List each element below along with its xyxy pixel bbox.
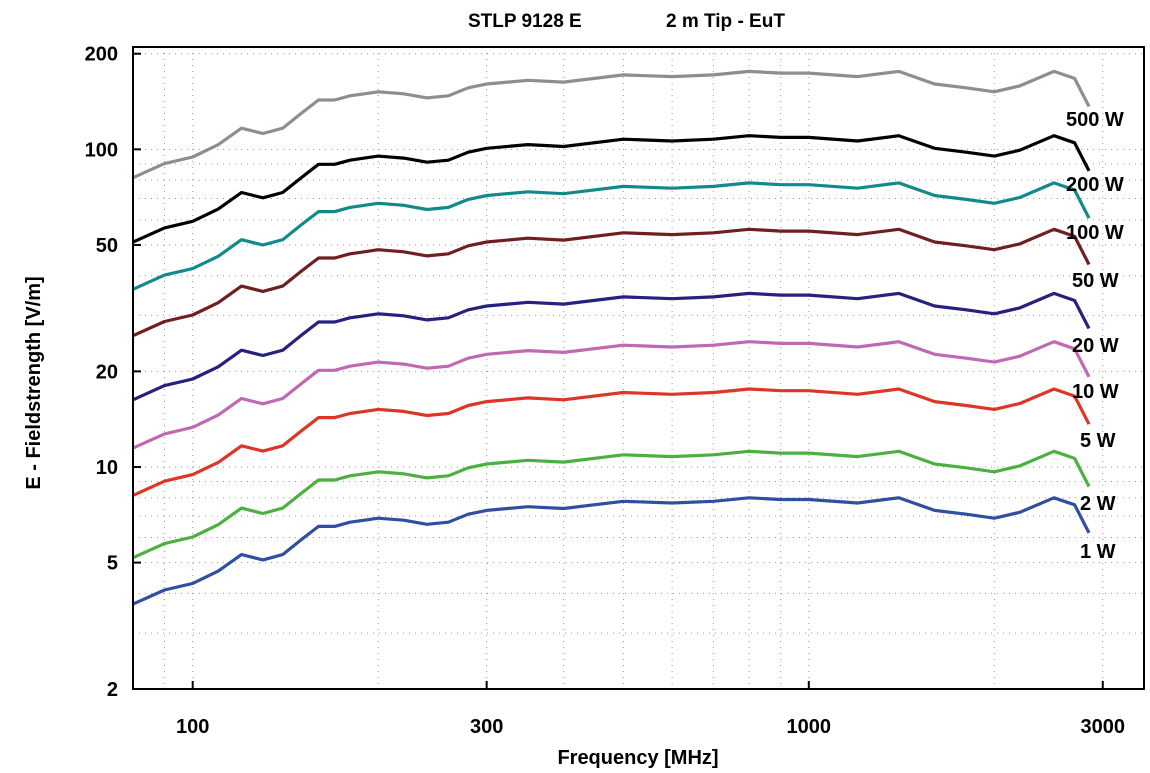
- series-line-1w: [132, 496, 1091, 606]
- series-line-20w: [132, 291, 1091, 402]
- series-line-5w: [132, 387, 1091, 497]
- y-tick-label: 50: [96, 235, 118, 257]
- series-line-200w: [132, 134, 1091, 244]
- series-line-2w: [132, 449, 1091, 560]
- series-line-500w: [132, 69, 1091, 180]
- series-labels: 500 W 200 W 100 W 50 W 20 W 10 W 5 W 2 W 1 W: [1066, 109, 1124, 563]
- y-tick-label: 20: [96, 361, 118, 383]
- y-tick-label: 100: [85, 139, 118, 161]
- series-label-5w: 5 W: [1080, 430, 1116, 452]
- series-line-50w: [132, 227, 1091, 338]
- y-tick-label: 5: [107, 553, 118, 575]
- y-tick-label: 200: [85, 44, 118, 66]
- series-line-10w: [132, 340, 1091, 450]
- y-tick-label: 2: [107, 679, 118, 701]
- y-axis-label: E - Fieldstrength [V/m]: [23, 276, 45, 489]
- x-axis-label: Frequency [MHz]: [557, 747, 718, 769]
- chart-title-left: STLP 9128 E: [468, 11, 582, 32]
- series-label-20w: 20 W: [1072, 335, 1119, 357]
- y-tick-label: 10: [96, 457, 118, 479]
- series-label-100w: 100 W: [1066, 222, 1124, 244]
- series-label-200w: 200 W: [1066, 174, 1124, 196]
- x-axis-ticks: 100 300 1000 3000: [176, 681, 1125, 738]
- series-label-50w: 50 W: [1072, 270, 1119, 292]
- chart-title-right: 2 m Tip - EuT: [666, 11, 785, 32]
- series-label-2w: 2 W: [1080, 493, 1116, 515]
- plot-frame: [132, 46, 1145, 690]
- series-label-500w: 500 W: [1066, 109, 1124, 131]
- series-lines: [132, 69, 1091, 606]
- series-line-100w: [132, 181, 1091, 291]
- x-tick-label: 1000: [787, 716, 832, 738]
- x-tick-label: 100: [176, 716, 209, 738]
- grid-lines: [133, 47, 1144, 689]
- x-tick-label: 300: [470, 716, 503, 738]
- y-axis-ticks: 2 5 10 20 50 100 200: [85, 44, 141, 701]
- series-label-10w: 10 W: [1072, 381, 1119, 403]
- x-tick-label: 3000: [1081, 716, 1126, 738]
- series-label-1w: 1 W: [1080, 541, 1116, 563]
